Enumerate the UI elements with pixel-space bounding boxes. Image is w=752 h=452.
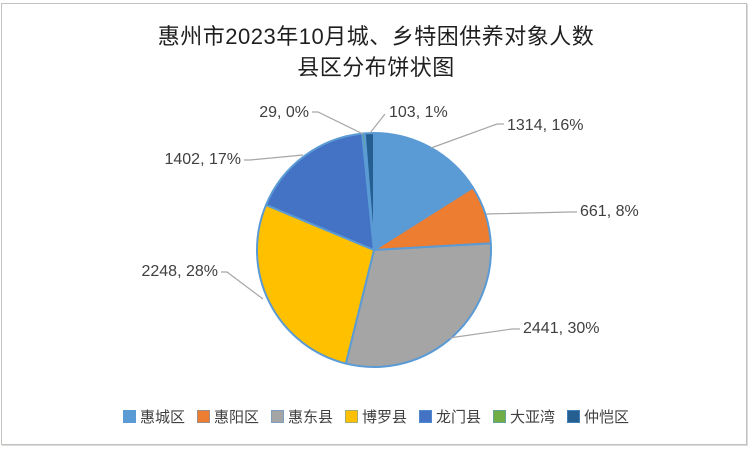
data-label-惠阳区: 661, 8% [580,203,639,220]
pie-slice-惠城区[interactable] [373,132,474,251]
legend-item-博罗县[interactable]: 博罗县 [344,406,407,427]
chart-title-line1: 惠州市2023年10月城、乡特困供养对象人数 [157,24,595,49]
legend-item-龙门县[interactable]: 龙门县 [419,406,481,427]
leader-line-惠城区 [430,123,504,149]
legend-swatch-仲恺区 [567,409,581,423]
legend-label-龙门县: 龙门县 [436,408,482,426]
leader-line-大亚湾 [312,111,364,135]
leader-line-龙门县 [244,154,304,161]
legend-swatch-惠阳区 [196,409,210,423]
legend-label-惠东县: 惠东县 [287,408,333,426]
leader-line-惠东县 [448,328,520,339]
legend-item-惠东县[interactable]: 惠东县 [270,406,333,427]
legend-item-大亚湾[interactable]: 大亚湾 [493,406,555,427]
chart-legend: 惠城区 惠阳区 惠东县 博罗县 龙门县 大亚湾 仲恺区 [0,404,752,428]
legend-item-惠阳区[interactable]: 惠阳区 [196,406,259,427]
pie-slice-惠东县[interactable] [344,242,492,368]
leader-line-仲恺区 [369,113,386,134]
data-label-惠城区: 1314, 16% [507,117,584,134]
data-label-大亚湾: 29, 0% [259,104,309,121]
data-label-仲恺区: 103, 1% [389,104,448,121]
legend-swatch-龙门县 [419,409,432,423]
pie-slice-仲恺区[interactable] [363,131,375,251]
pie-slice-博罗县[interactable] [256,203,375,365]
legend-label-仲恺区: 仲恺区 [584,408,630,426]
legend-label-大亚湾: 大亚湾 [510,408,556,426]
legend-swatch-惠东县 [270,409,284,423]
chart-title: 惠州市2023年10月城、乡特困供养对象人数 县区分布饼状图 [0,21,752,83]
pie-slice-龙门县[interactable] [265,132,375,251]
data-label-龙门县: 1402, 17% [164,151,241,168]
legend-swatch-博罗县 [344,409,358,423]
legend-label-博罗县: 博罗县 [361,408,407,426]
data-label-博罗县: 2248, 28% [141,263,218,280]
data-label-惠东县: 2441, 30% [523,320,600,337]
legend-label-惠阳区: 惠阳区 [213,408,259,426]
leader-line-博罗县 [221,271,264,300]
chart-title-line2: 县区分布饼状图 [297,55,455,80]
legend-item-仲恺区[interactable]: 仲恺区 [567,406,629,427]
legend-swatch-惠城区 [122,409,136,423]
legend-item-惠城区[interactable]: 惠城区 [122,406,185,427]
legend-label-惠城区: 惠城区 [139,408,185,426]
legend-swatch-大亚湾 [493,409,507,423]
leader-line-惠阳区 [485,211,577,215]
